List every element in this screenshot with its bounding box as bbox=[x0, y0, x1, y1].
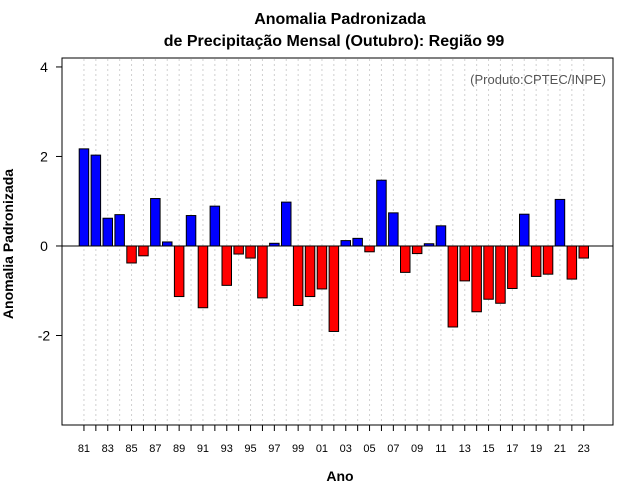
x-tick-label: 85 bbox=[125, 443, 137, 455]
bar-12 bbox=[447, 245, 459, 328]
bar-18 bbox=[519, 213, 530, 247]
bar-22 bbox=[566, 245, 578, 280]
bar-91 bbox=[197, 245, 209, 309]
x-axis-ticks: 81 83 85 87 89 91 93 95 97 99 01 03 05 07 09 11 13 15 17 19… bbox=[78, 425, 590, 455]
x-tick-label: 87 bbox=[149, 443, 161, 455]
x-tick-label: 91 bbox=[197, 443, 209, 455]
bar-05 bbox=[364, 245, 375, 253]
bar-81 bbox=[78, 148, 90, 247]
x-tick-label: 03 bbox=[340, 443, 352, 455]
bar-90 bbox=[185, 215, 197, 247]
bar-14 bbox=[471, 245, 482, 313]
y-tick-label: -2 bbox=[38, 327, 51, 343]
x-tick-label: 93 bbox=[221, 443, 233, 455]
plot-frame bbox=[61, 57, 614, 426]
bar-16 bbox=[495, 245, 506, 304]
source-note: (Produto:CPTEC/INPE) bbox=[470, 72, 606, 87]
bar-15 bbox=[483, 245, 494, 300]
chart-title-line2: de Precipitação Mensal (Outubro): Região… bbox=[164, 33, 505, 50]
bar-20 bbox=[542, 245, 554, 275]
x-tick-label: 05 bbox=[363, 443, 375, 455]
x-axis-label: Ano bbox=[326, 468, 353, 484]
bar-03 bbox=[340, 240, 351, 247]
bar-95 bbox=[245, 245, 256, 259]
bar-94 bbox=[233, 245, 244, 255]
bar-17 bbox=[507, 245, 518, 289]
bar-21 bbox=[554, 198, 566, 247]
x-tick-label: 23 bbox=[578, 443, 590, 455]
bar-13 bbox=[459, 245, 470, 282]
x-tick-label: 19 bbox=[530, 443, 542, 455]
bar-87 bbox=[150, 198, 161, 247]
bar-88 bbox=[162, 241, 173, 247]
x-tick-label: 15 bbox=[482, 443, 494, 455]
bar-96 bbox=[257, 245, 268, 299]
y-axis-label: Anomalia Padronizada bbox=[0, 169, 16, 319]
bar-09 bbox=[411, 245, 423, 255]
y-tick-label: 0 bbox=[40, 238, 48, 254]
bar-86 bbox=[138, 245, 149, 257]
x-tick-label: 89 bbox=[173, 443, 185, 455]
x-tick-label: 13 bbox=[459, 443, 471, 455]
bar-23 bbox=[578, 245, 589, 259]
bar-01 bbox=[316, 245, 328, 290]
bar-00 bbox=[304, 245, 316, 298]
y-axis-ticks: -2 0 2 4 bbox=[38, 59, 62, 343]
bar-82 bbox=[90, 154, 102, 247]
x-tick-label: 83 bbox=[102, 443, 114, 455]
bar-84 bbox=[114, 214, 125, 247]
x-tick-label: 09 bbox=[411, 443, 423, 455]
x-tick-label: 81 bbox=[78, 443, 90, 455]
x-tick-label: 11 bbox=[435, 443, 446, 455]
bar-97 bbox=[269, 242, 280, 247]
bar-11 bbox=[435, 225, 447, 247]
bar-92 bbox=[209, 205, 221, 247]
bar-98 bbox=[281, 201, 292, 247]
bar-06 bbox=[376, 179, 387, 247]
bar-04 bbox=[352, 237, 363, 247]
x-tick-label: 99 bbox=[292, 443, 304, 455]
bar-10 bbox=[423, 243, 435, 247]
bar-99 bbox=[292, 245, 304, 307]
bar-07 bbox=[388, 212, 399, 247]
bar-83 bbox=[102, 217, 113, 247]
x-tick-label: 21 bbox=[554, 443, 566, 455]
x-tick-label: 07 bbox=[387, 443, 399, 455]
x-tick-label: 97 bbox=[268, 443, 280, 455]
bar-02 bbox=[328, 245, 340, 332]
y-tick-label: 2 bbox=[40, 148, 48, 164]
grid-lines bbox=[83, 59, 585, 424]
x-tick-label: 01 bbox=[316, 443, 328, 455]
x-tick-label: 17 bbox=[506, 443, 518, 455]
bar-85 bbox=[126, 245, 137, 264]
chart-title-line1: Anomalia Padronizada bbox=[254, 11, 426, 28]
bar-08 bbox=[400, 245, 411, 273]
bar-89 bbox=[173, 245, 185, 298]
x-tick-label: 95 bbox=[244, 443, 256, 455]
bar-93 bbox=[221, 245, 232, 286]
bars bbox=[78, 148, 589, 332]
y-tick-label: 4 bbox=[40, 59, 48, 75]
bar-19 bbox=[530, 245, 542, 277]
